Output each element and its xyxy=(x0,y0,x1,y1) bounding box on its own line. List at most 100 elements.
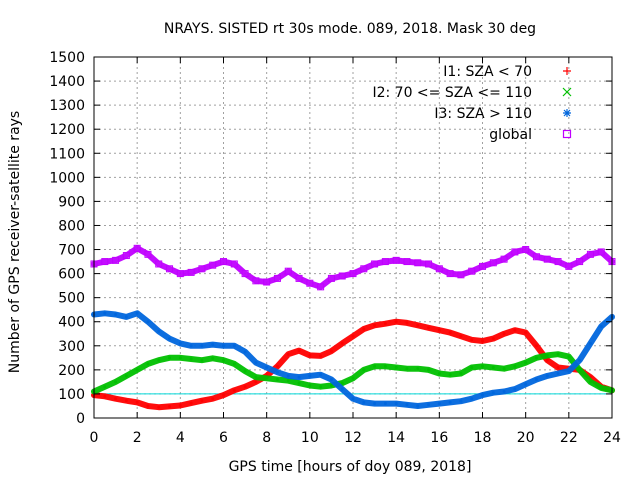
data-point xyxy=(297,375,301,379)
x-tick-label: 2 xyxy=(133,430,142,446)
data-point xyxy=(371,260,379,268)
legend-marker-cross-icon xyxy=(562,87,572,97)
data-point xyxy=(124,315,128,319)
data-point xyxy=(481,364,484,368)
data-point xyxy=(543,255,551,263)
data-point xyxy=(427,326,431,330)
data-point xyxy=(554,258,562,266)
data-point xyxy=(578,368,582,372)
data-point xyxy=(446,270,454,278)
data-point xyxy=(211,397,215,401)
y-tick-label: 200 xyxy=(58,363,85,379)
series-i2 xyxy=(91,351,615,395)
data-point xyxy=(286,352,290,356)
data-point xyxy=(273,274,281,282)
y-tick-label: 400 xyxy=(58,315,85,331)
data-point xyxy=(448,400,452,404)
data-point xyxy=(511,248,519,256)
legend-label: I3: SZA > 110 xyxy=(434,106,532,122)
data-point xyxy=(114,313,118,317)
data-point xyxy=(112,256,120,264)
data-point xyxy=(135,368,139,372)
data-point xyxy=(556,365,560,369)
data-point xyxy=(481,339,484,343)
data-point xyxy=(319,354,323,358)
data-point xyxy=(403,258,411,266)
legend-label: I2: 70 <= SZA <= 110 xyxy=(372,85,532,101)
y-tick-label: 1000 xyxy=(49,170,85,186)
data-point xyxy=(534,377,538,381)
data-point xyxy=(146,362,150,366)
data-point xyxy=(176,270,184,278)
data-point xyxy=(200,399,204,403)
data-point xyxy=(317,283,325,291)
x-tick-label: 24 xyxy=(603,430,621,446)
data-point xyxy=(468,267,476,275)
data-point xyxy=(340,387,344,391)
data-point xyxy=(362,368,366,372)
data-point xyxy=(416,367,420,371)
data-point xyxy=(168,337,172,341)
data-point xyxy=(286,379,290,383)
legend-label: global xyxy=(489,127,532,143)
y-tick-label: 1300 xyxy=(49,98,85,114)
data-point xyxy=(351,334,355,338)
data-point xyxy=(275,364,279,368)
series-i3 xyxy=(91,310,615,409)
data-point xyxy=(437,402,441,406)
data-point xyxy=(222,344,225,348)
x-tick-label: 10 xyxy=(301,430,319,446)
data-point xyxy=(599,386,603,390)
data-point xyxy=(513,364,517,368)
data-point xyxy=(157,329,161,333)
series-line xyxy=(91,245,615,290)
axis-layer: 0100200300400500600700800900100011001200… xyxy=(49,50,621,446)
data-point xyxy=(416,323,420,327)
data-point xyxy=(351,397,355,401)
data-point xyxy=(135,400,139,404)
data-point xyxy=(392,256,400,264)
legend-label: I1: SZA < 70 xyxy=(443,64,532,80)
y-tick-label: 1200 xyxy=(49,122,85,138)
data-point xyxy=(178,356,182,360)
data-point xyxy=(200,358,204,362)
data-point xyxy=(114,380,118,384)
data-point xyxy=(211,356,215,360)
data-point xyxy=(189,344,193,348)
data-point xyxy=(360,265,368,273)
data-point xyxy=(383,364,387,368)
data-point xyxy=(416,404,420,408)
data-point xyxy=(565,262,573,270)
y-tick-label: 700 xyxy=(58,243,85,259)
x-tick-label: 6 xyxy=(219,430,228,446)
data-point xyxy=(209,261,217,269)
data-point xyxy=(567,355,571,359)
legend: I1: SZA < 70 I2: 70 <= SZA <= 110 I3: SZA … xyxy=(372,64,572,143)
data-point xyxy=(254,375,258,379)
data-point xyxy=(338,272,346,280)
data-point xyxy=(394,402,398,406)
x-tick-label: 8 xyxy=(262,430,271,446)
data-point xyxy=(222,393,225,397)
data-point xyxy=(414,259,422,267)
data-point xyxy=(534,356,538,360)
legend-marker-plus-icon xyxy=(563,67,571,75)
data-point xyxy=(576,258,584,266)
data-point xyxy=(599,325,603,329)
data-point xyxy=(491,391,495,395)
x-tick-label: 16 xyxy=(430,430,448,446)
data-point xyxy=(459,371,463,375)
data-point xyxy=(168,404,172,408)
data-point xyxy=(178,341,182,345)
x-tick-label: 0 xyxy=(90,430,99,446)
data-point xyxy=(500,255,508,263)
data-point xyxy=(588,341,592,345)
data-point xyxy=(101,258,109,266)
data-point xyxy=(254,361,258,365)
data-point xyxy=(232,344,236,348)
data-point xyxy=(586,250,594,258)
data-point xyxy=(340,381,344,385)
data-point xyxy=(168,356,172,360)
y-tick-label: 900 xyxy=(58,194,85,210)
data-point xyxy=(425,260,433,268)
